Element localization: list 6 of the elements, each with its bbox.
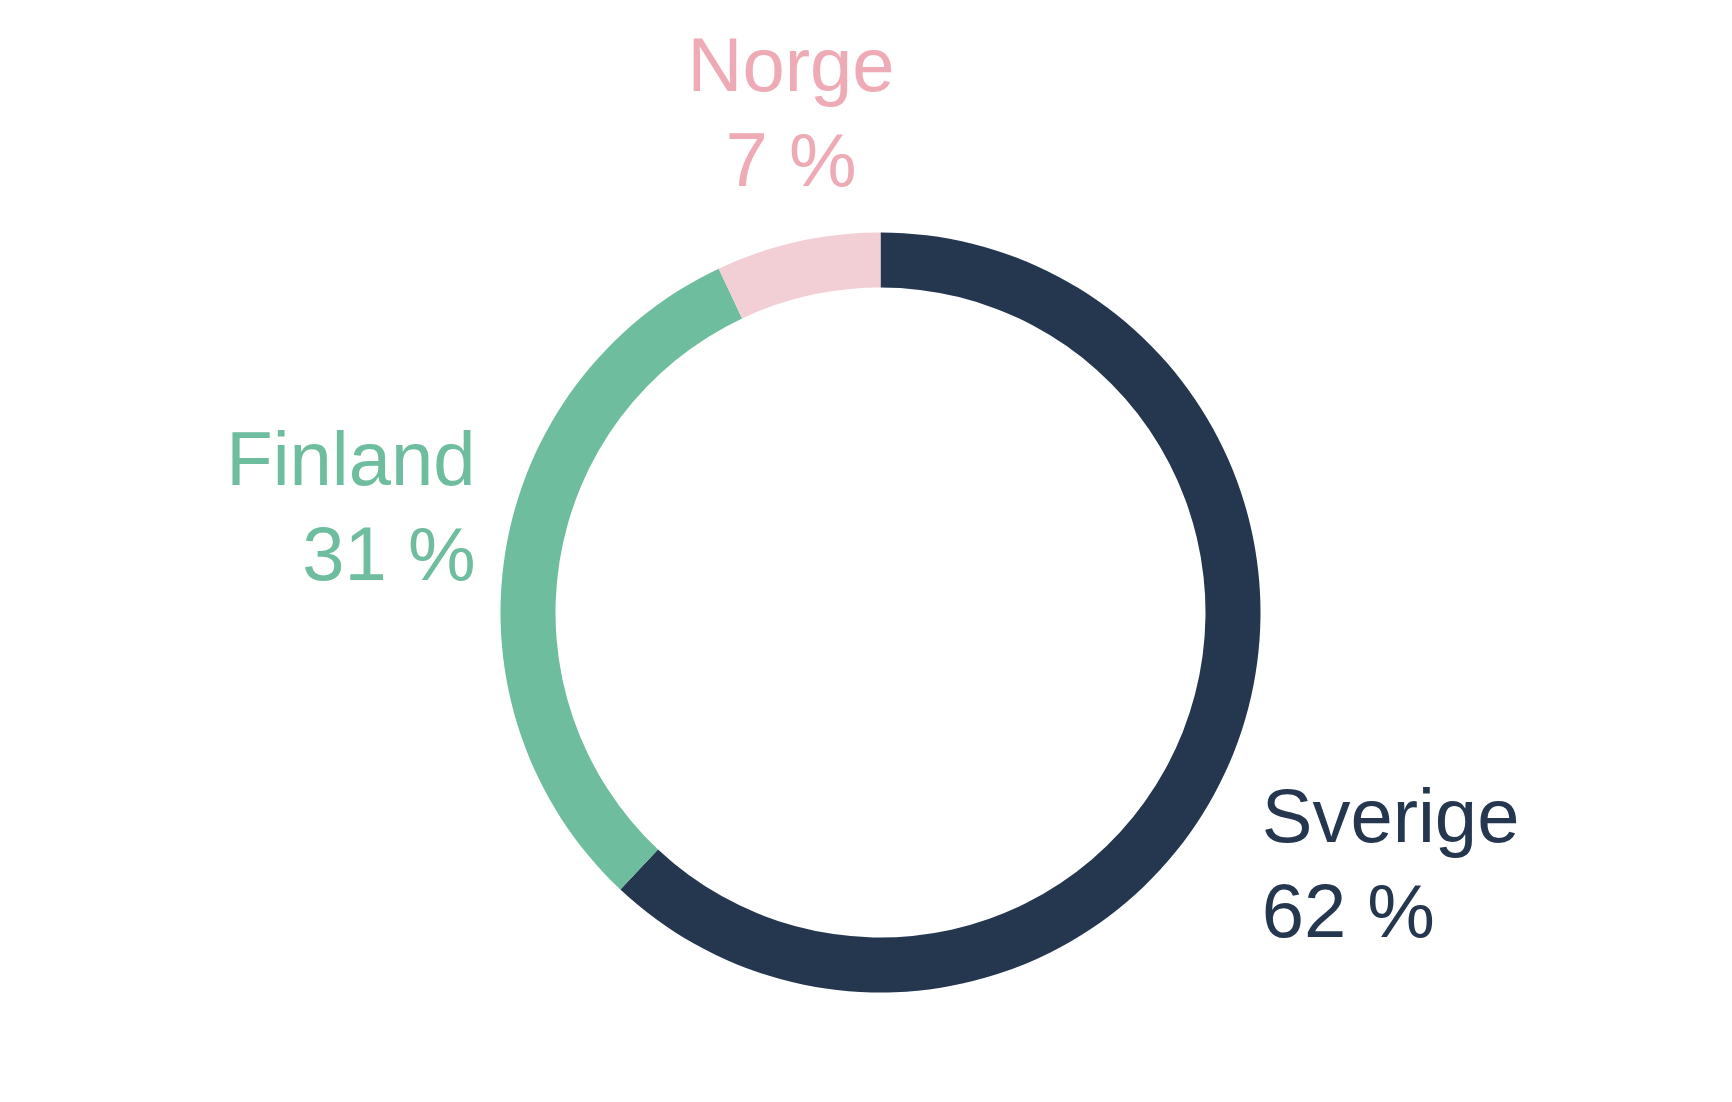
data-label: 31 % bbox=[302, 510, 476, 596]
data-label: 62 % bbox=[1261, 868, 1435, 954]
data-label: 7 % bbox=[725, 117, 857, 203]
slice-label: Norge bbox=[687, 22, 895, 108]
slice-label: Finland bbox=[226, 415, 476, 501]
slice-label: Sverige bbox=[1261, 773, 1520, 859]
